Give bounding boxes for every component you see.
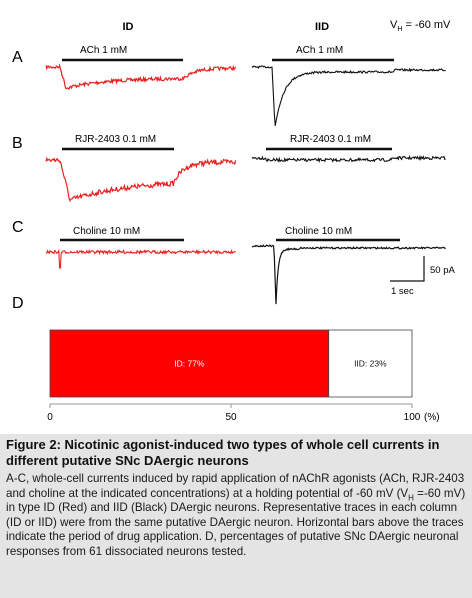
panel-letter-c: C <box>12 219 24 236</box>
drug-label-b-id: RJR-2403 0.1 mM <box>75 134 156 145</box>
drug-label-c-iid: Choline 10 mM <box>285 226 352 237</box>
trace-a-id <box>45 63 237 90</box>
caption-title: Figure 2: Nicotinic agonist-induced two … <box>6 437 440 468</box>
scale-bar-time: 1 sec <box>391 286 414 297</box>
bar-label-iid: IID: 23% <box>354 359 387 369</box>
bar-segment-iid <box>328 329 413 398</box>
scale-bar <box>390 256 425 282</box>
panel-letter-d: D <box>12 295 24 312</box>
scale-bar-amplitude: 50 pA <box>430 265 455 276</box>
bar-segment-id <box>49 329 330 398</box>
x-tick-label-100: 100 <box>404 412 421 423</box>
percentage-chart: ID: 77% IID: 23% 0 50 100 (%) <box>47 329 440 423</box>
drug-label-c-id: Choline 10 mM <box>73 226 140 237</box>
x-axis-unit: (%) <box>424 412 440 423</box>
drug-label-a-id: ACh 1 mM <box>80 45 127 56</box>
panel-letter-a: A <box>12 49 23 66</box>
drug-label-a-iid: ACh 1 mM <box>296 45 343 56</box>
caption-body: A-C, whole-cell currents induced by rapi… <box>6 472 466 558</box>
trace-c-iid <box>251 244 446 305</box>
trace-c-id <box>45 248 236 269</box>
figure-2: ID IID VH = -60 mV A ACh 1 mM ACh 1 mM B… <box>12 19 455 423</box>
holding-potential-label: VH = -60 mV <box>390 19 451 33</box>
trace-b-iid <box>251 154 446 164</box>
trace-a-iid <box>251 65 446 126</box>
column-header-id: ID <box>123 21 134 33</box>
drug-label-b-iid: RJR-2403 0.1 mM <box>290 134 371 145</box>
x-tick-label-50: 50 <box>225 412 237 423</box>
trace-b-id <box>45 156 237 203</box>
panel-letter-b: B <box>12 135 23 152</box>
bar-label-id: ID: 77% <box>174 359 205 369</box>
x-tick-label-0: 0 <box>47 412 53 423</box>
column-header-iid: IID <box>315 21 329 33</box>
figure-caption: Figure 2: Nicotinic agonist-induced two … <box>0 434 472 598</box>
